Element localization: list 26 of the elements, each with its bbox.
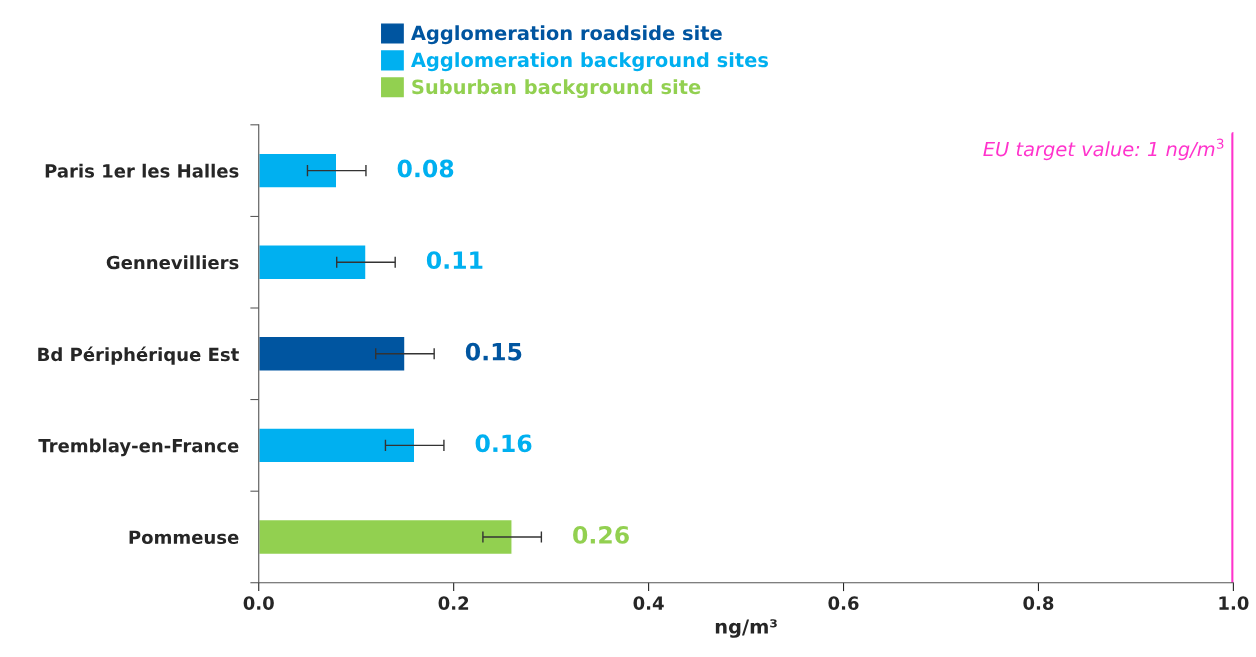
data-label: 0.26 xyxy=(573,525,629,544)
bar xyxy=(258,335,406,372)
x-tick-label: 0.4 xyxy=(633,596,664,610)
y-tick-label: Pommeuse xyxy=(129,530,239,545)
legend-label: Suburban background site xyxy=(412,79,701,99)
data-label: 0.08 xyxy=(397,159,454,178)
legend-label: Agglomeration background sites xyxy=(411,52,769,72)
x-tick-label: 0.8 xyxy=(1023,596,1054,610)
data-label: 0.15 xyxy=(465,342,522,361)
x-tick-label: 0.6 xyxy=(828,596,859,610)
y-tick-label: Tremblay-en-France xyxy=(38,438,239,457)
legend-label: Agglomeration roadside site xyxy=(411,25,722,45)
x-tick-label: 0.0 xyxy=(243,596,274,610)
y-tick-label: Bd Périphérique Est xyxy=(38,346,239,365)
ref-line-label: EU target value: 1 ng/m$^{3}$ xyxy=(983,138,1224,161)
bar xyxy=(258,244,367,281)
y-tick-label: Paris 1er les Halles xyxy=(45,163,239,178)
bar xyxy=(258,152,338,189)
y-tick-label: Gennevilliers xyxy=(106,255,239,270)
x-tick-label: 0.2 xyxy=(438,596,469,610)
bar xyxy=(258,427,416,464)
data-label: 0.11 xyxy=(426,251,483,270)
x-tick-label: 1.0 xyxy=(1219,596,1249,610)
x-axis-title: ng/m³ xyxy=(715,619,777,638)
bar xyxy=(258,518,513,556)
data-label: 0.16 xyxy=(475,434,532,453)
